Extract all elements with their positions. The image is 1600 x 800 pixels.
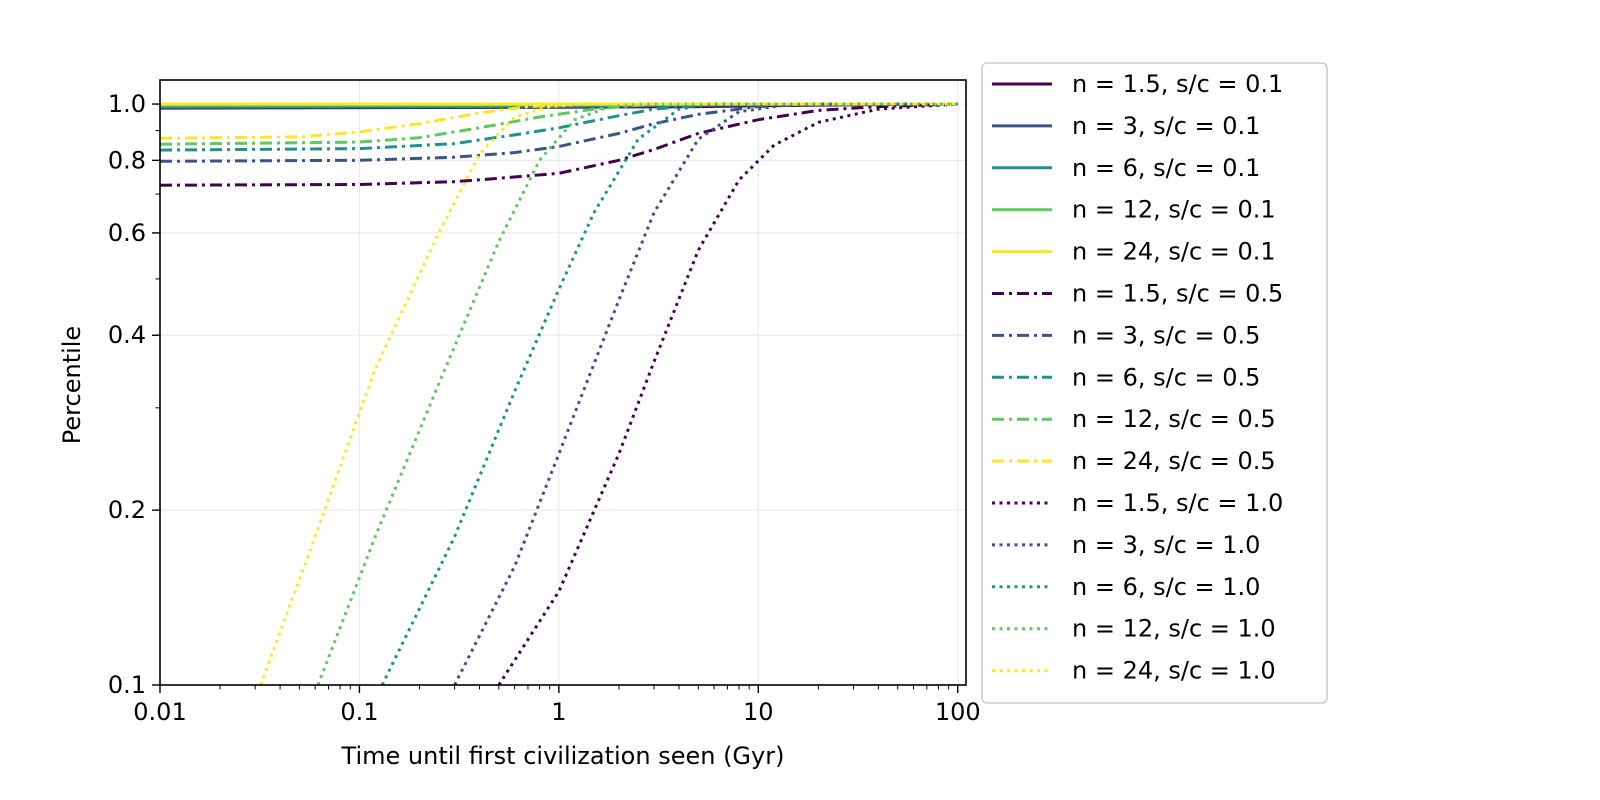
legend-label: n = 6, s/c = 1.0	[1072, 573, 1260, 601]
x-tick-label: 0.1	[340, 698, 378, 726]
grid-lines	[159, 80, 966, 686]
series-line	[259, 102, 958, 686]
series-line	[159, 102, 958, 140]
y-tick-label: 0.8	[108, 146, 146, 174]
series-line	[159, 102, 958, 163]
legend-frame	[981, 62, 1328, 704]
y-tick-label: 0.6	[108, 219, 146, 247]
x-tick-label: 100	[935, 698, 981, 726]
legend: n = 1.5, s/c = 0.1 n = 3, s/c = 0.1 n = 6,…	[981, 62, 1328, 704]
y-tick-label: 0.2	[108, 496, 146, 524]
legend-label: n = 12, s/c = 0.1	[1072, 196, 1276, 224]
y-axis-ticks: 0.1 0.2 0.4 0.6 0.8 1.0	[108, 90, 160, 699]
x-tick-label: 10	[743, 698, 774, 726]
legend-label: n = 12, s/c = 0.5	[1072, 405, 1276, 433]
y-tick-label: 0.1	[108, 671, 146, 699]
series-line	[159, 102, 958, 152]
legend-label: n = 6, s/c = 0.1	[1072, 154, 1260, 182]
series-line	[316, 102, 958, 686]
legend-label: n = 3, s/c = 0.1	[1072, 112, 1260, 140]
x-axis-label: Time until first civilization seen (Gyr)	[341, 742, 785, 770]
x-axis-ticks: 0.01 0.1 1 10 100	[133, 685, 981, 726]
series-line	[453, 102, 958, 686]
y-axis-label: Percentile	[58, 326, 86, 444]
legend-label: n = 1.5, s/c = 1.0	[1072, 489, 1283, 517]
legend-label: n = 3, s/c = 1.0	[1072, 531, 1260, 559]
x-tick-label: 1	[551, 698, 566, 726]
legend-label: n = 3, s/c = 0.5	[1072, 321, 1260, 349]
legend-label: n = 6, s/c = 0.5	[1072, 363, 1260, 391]
y-tick-label: 1.0	[108, 90, 146, 118]
x-tick-label: 0.01	[133, 698, 186, 726]
series-line	[497, 102, 958, 686]
series-lines	[159, 102, 958, 686]
legend-items: n = 1.5, s/c = 0.1 n = 3, s/c = 0.1 n = 6,…	[992, 70, 1283, 685]
y-tick-label: 0.4	[108, 321, 146, 349]
series-line	[159, 102, 958, 187]
legend-label: n = 24, s/c = 0.1	[1072, 238, 1276, 266]
series-line	[380, 102, 958, 686]
legend-label: n = 1.5, s/c = 0.1	[1072, 70, 1283, 98]
legend-label: n = 24, s/c = 0.5	[1072, 447, 1276, 475]
legend-label: n = 24, s/c = 1.0	[1072, 657, 1276, 685]
legend-label: n = 1.5, s/c = 0.5	[1072, 280, 1283, 308]
plot-frame	[159, 79, 967, 686]
legend-label: n = 12, s/c = 1.0	[1072, 615, 1276, 643]
